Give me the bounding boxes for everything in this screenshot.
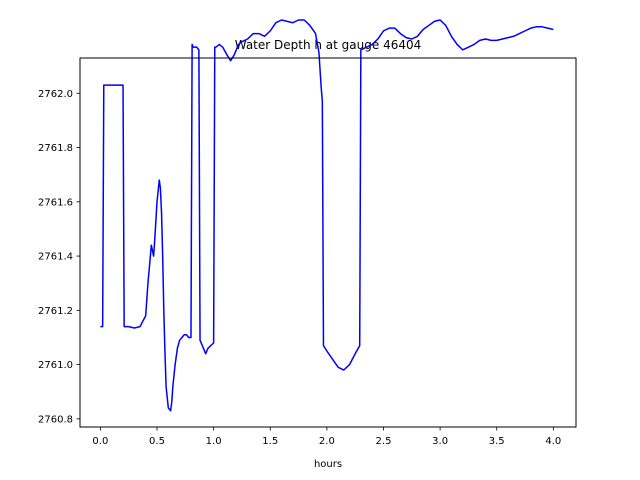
x-tick-label: 4.0 <box>545 436 561 447</box>
x-tick-label: 2.5 <box>376 436 392 447</box>
x-axis-label: hours <box>314 459 342 470</box>
x-tick-label: 3.5 <box>489 436 505 447</box>
y-tick-label: 2760.8 <box>38 414 73 425</box>
series-layer <box>100 19 554 412</box>
y-tick-label: 2761.4 <box>38 252 73 263</box>
x-tick-label: 2.0 <box>319 436 335 447</box>
y-tick-label: 2761.6 <box>38 197 73 208</box>
y-axis: 2760.8 2761.0 2761.2 2761.4 2761.6 2761.8 2762… <box>38 89 80 425</box>
y-tick-label: 2761.0 <box>38 360 73 371</box>
series-line-0 <box>100 19 554 412</box>
chart-title: Water Depth h at gauge 46404 <box>235 38 422 52</box>
y-tick-label: 2761.2 <box>38 306 73 317</box>
y-tick-label: 2761.8 <box>38 143 73 154</box>
plot-frame <box>79 57 577 428</box>
x-tick-label: 3.0 <box>432 436 448 447</box>
y-tick-label: 2762.0 <box>38 89 73 100</box>
x-tick-label: 0.5 <box>149 436 165 447</box>
x-tick-label: 1.0 <box>206 436 222 447</box>
x-axis: 0.0 0.5 1.0 1.5 2.0 2.5 3.0 3.5 4.0 <box>92 427 561 447</box>
x-tick-label: 1.5 <box>262 436 278 447</box>
x-tick-label: 0.0 <box>92 436 108 447</box>
plot-area <box>79 19 577 428</box>
